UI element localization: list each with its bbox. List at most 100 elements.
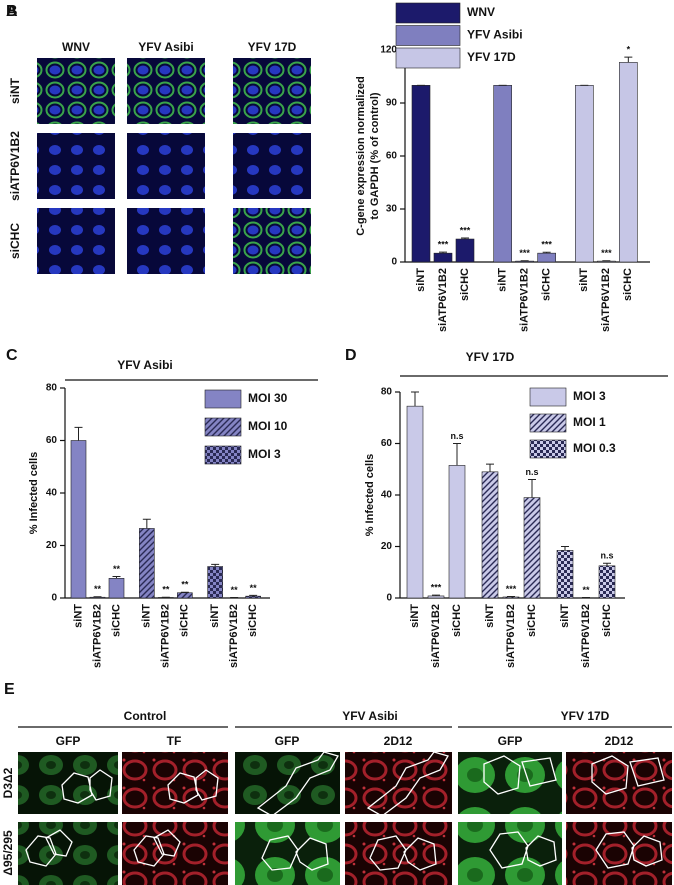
legend-label: YFV Asibi <box>467 28 523 42</box>
y-axis-label: % Infected cells <box>364 454 376 537</box>
bar <box>493 85 512 263</box>
cell-outline <box>591 755 665 795</box>
group-header: YFV Asibi <box>342 709 398 723</box>
micrographs <box>18 752 672 885</box>
bar <box>619 62 638 263</box>
cell-outline <box>366 751 449 817</box>
y-tick-label: 120 <box>380 45 397 56</box>
y-axis-label: % Infected cells <box>28 452 40 535</box>
error-bar <box>624 56 633 63</box>
panel-label: A <box>6 3 18 20</box>
error-bar <box>507 595 515 597</box>
micrographs <box>37 58 311 274</box>
legend-swatch <box>395 47 461 69</box>
cell-outline <box>483 755 557 795</box>
micrograph <box>18 752 118 814</box>
significance: *** <box>460 225 471 235</box>
x-tick-label: siCHC <box>247 604 259 637</box>
y-tick-label: 80 <box>381 387 393 398</box>
significance: *** <box>541 240 552 250</box>
channel-header: GFP <box>56 734 81 748</box>
x-tick-label: siNT <box>578 268 590 292</box>
error-bar <box>453 443 461 466</box>
error-bar <box>93 596 102 598</box>
micrograph <box>37 133 115 199</box>
error-bar <box>603 562 611 566</box>
error-bar <box>180 591 189 593</box>
y-tick-label: 60 <box>46 435 58 446</box>
row-label: D3Δ2 <box>1 767 15 798</box>
bar <box>177 592 193 599</box>
channel-header: 2D12 <box>384 734 413 748</box>
significance: ** <box>231 585 239 595</box>
micrograph <box>127 58 205 124</box>
legend-swatch <box>395 25 461 46</box>
bar <box>89 596 106 599</box>
micrograph <box>235 822 340 885</box>
y-tick-label: 40 <box>46 488 58 499</box>
y-tick-label: 0 <box>386 593 392 604</box>
row-label: Δ95/295 <box>1 830 15 876</box>
legend-label: MOI 1 <box>573 415 606 429</box>
legend-swatch <box>529 413 567 433</box>
micrograph <box>18 822 118 885</box>
cell-outlines <box>25 751 665 871</box>
significance: * <box>627 44 631 54</box>
y-tick-label: 90 <box>386 98 398 109</box>
legend-label: MOI 10 <box>248 419 288 433</box>
bar <box>455 238 475 263</box>
legend-swatch <box>529 439 567 459</box>
bar <box>245 595 261 599</box>
error-bar <box>486 463 494 472</box>
micrograph <box>458 752 562 814</box>
significance: *** <box>431 583 442 593</box>
x-tick-label: siATP6V1B2 <box>580 604 592 668</box>
x-tick-label: siCHC <box>110 604 122 637</box>
x-tick-label: siATP6V1B2 <box>160 604 172 668</box>
y-axis-label: C-gene expression normalized <box>355 76 367 236</box>
legend-swatch <box>529 387 567 407</box>
y-tick-label: 60 <box>381 438 393 449</box>
x-tick-label: siNT <box>72 604 84 628</box>
bar <box>481 471 499 599</box>
x-tick-label: siCHC <box>622 268 634 301</box>
bar <box>108 578 125 599</box>
legend-label: MOI 3 <box>573 389 606 403</box>
group-header: YFV 17D <box>561 709 610 723</box>
cell-outline <box>261 835 329 871</box>
y-axis-label: to GAPDH (% of control) <box>369 92 381 219</box>
y-tick-label: 30 <box>386 204 398 215</box>
bar <box>406 405 424 599</box>
panel-label: C <box>6 347 18 364</box>
group-header: Control <box>124 709 167 723</box>
panel-label: D <box>345 347 357 364</box>
x-tick-label: siNT <box>559 604 571 628</box>
legend-label: YFV 17D <box>467 50 516 64</box>
significance: ** <box>162 585 170 595</box>
micrograph <box>37 58 115 124</box>
micrograph <box>458 822 562 885</box>
channel-header: TF <box>167 734 182 748</box>
bar <box>537 252 556 263</box>
y-tick-label: 20 <box>46 540 58 551</box>
x-tick-label: siCHC <box>451 604 463 637</box>
micrograph <box>127 133 205 199</box>
micrograph <box>566 822 672 885</box>
significance: *** <box>438 239 449 249</box>
row-label: siATP6V1B2 <box>8 131 22 201</box>
error-bar <box>439 251 447 254</box>
significance: ** <box>113 564 121 574</box>
micrograph <box>37 208 115 274</box>
cell-outline <box>489 831 557 869</box>
cell-outline <box>25 829 73 867</box>
micrograph <box>345 752 452 814</box>
cell-outline <box>595 831 663 869</box>
bar <box>502 596 520 599</box>
error-bar <box>249 594 258 597</box>
x-tick-label: siATP6V1B2 <box>91 604 103 668</box>
bar <box>556 550 574 599</box>
significance: n.s <box>450 431 463 441</box>
cell-outline <box>133 829 181 867</box>
y-tick-label: 20 <box>381 541 393 552</box>
significance: ** <box>250 583 258 593</box>
